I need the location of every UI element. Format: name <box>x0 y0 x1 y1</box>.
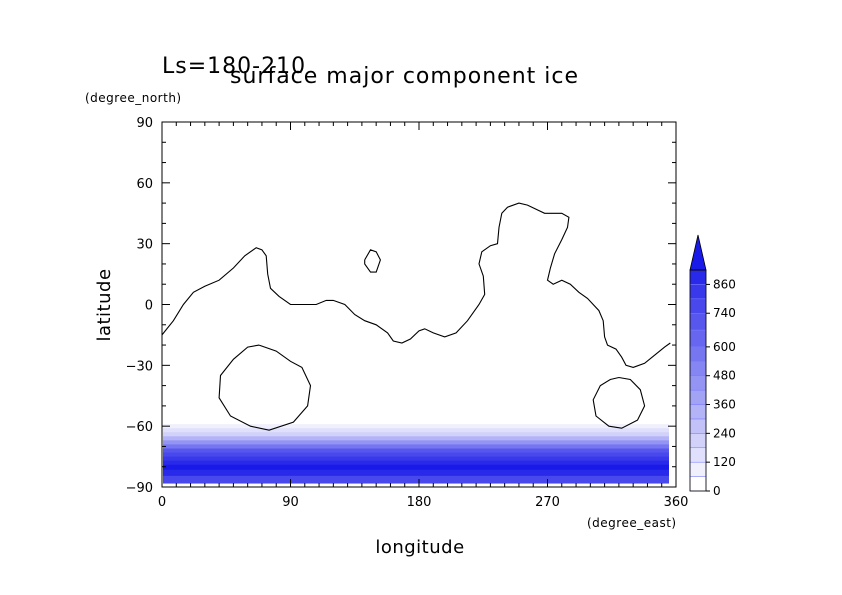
colorbar-swatch <box>689 298 707 314</box>
colorbar-swatch <box>689 418 707 434</box>
plot-frame <box>161 121 677 488</box>
y-tick-label: 0 <box>145 299 153 314</box>
x-axis-label: longitude <box>375 537 464 558</box>
y-tick-label: −90 <box>126 481 153 496</box>
colorbar-extend-arrow <box>689 234 707 271</box>
contour-line-2 <box>218 344 312 431</box>
colorbar: 0 120 240 360 480 600 740 860 <box>689 234 736 498</box>
contour-line-3 <box>592 376 646 429</box>
x-tick-label: 180 <box>407 495 432 510</box>
ice-shading <box>163 424 669 484</box>
colorbar-swatch <box>689 476 707 492</box>
y-axis-label: latitude <box>94 268 115 341</box>
colorbar-swatch <box>689 433 707 449</box>
axis-ticks: 0 90 180 270 360 90 60 30 0 −30 −60 −90 <box>126 116 689 510</box>
contour-lines <box>161 202 671 431</box>
ice-band-9 <box>163 460 669 466</box>
colorbar-swatch <box>689 312 707 331</box>
ice-band-12 <box>163 475 669 484</box>
y-tick-label: 60 <box>136 177 153 192</box>
ice-band-7 <box>163 452 669 458</box>
colorbar-tick-label: 600 <box>713 340 736 354</box>
ice-band-0 <box>163 424 669 429</box>
colorbar-tick-label: 120 <box>713 455 736 469</box>
colorbar-swatch <box>689 461 707 477</box>
colorbar-tick-label: 480 <box>713 369 736 383</box>
y-tick-label: 90 <box>136 116 153 131</box>
ice-band-10 <box>163 464 669 471</box>
colorbar-tick-label: 360 <box>713 398 736 412</box>
ice-band-11 <box>163 469 669 477</box>
y-tick-label: 30 <box>136 238 153 253</box>
x-tick-label: 90 <box>282 495 299 510</box>
colorbar-tick-label: 860 <box>713 277 736 291</box>
ice-band-2 <box>163 432 669 437</box>
ice-band-1 <box>163 428 669 433</box>
contour-line-0 <box>161 202 671 368</box>
x-tick-label: 360 <box>664 495 689 510</box>
x-tick-label: 270 <box>535 495 560 510</box>
colorbar-tick-label: 0 <box>713 484 721 498</box>
contour-line-1 <box>364 249 381 273</box>
colorbar-tick-label: 740 <box>713 306 736 320</box>
y-axis-unit: (degree_north) <box>85 91 182 105</box>
y-tick-label: −30 <box>126 359 153 374</box>
colorbar-swatch <box>689 329 707 348</box>
chart-title: surface major component ice <box>230 64 579 89</box>
colorbar-tick-label: 240 <box>713 426 736 440</box>
colorbar-swatch <box>689 447 707 463</box>
colorbar-swatch <box>689 284 707 300</box>
ice-band-8 <box>163 456 669 462</box>
y-tick-label: −60 <box>126 420 153 435</box>
ice-band-6 <box>163 448 669 454</box>
ice-band-5 <box>163 444 669 450</box>
colorbar-swatch <box>689 269 707 285</box>
colorbar-swatch <box>689 346 707 362</box>
colorbar-swatch <box>689 375 707 391</box>
ice-band-4 <box>163 440 669 446</box>
x-axis-unit: (degree_east) <box>587 516 677 530</box>
colorbar-swatch <box>689 361 707 376</box>
colorbar-swatch <box>689 404 707 420</box>
ice-band-3 <box>163 436 669 441</box>
chart-subtitle: Ls=180-210 <box>162 54 306 79</box>
colorbar-frame <box>689 269 707 492</box>
x-tick-label: 0 <box>158 495 166 510</box>
colorbar-swatch <box>689 389 707 405</box>
